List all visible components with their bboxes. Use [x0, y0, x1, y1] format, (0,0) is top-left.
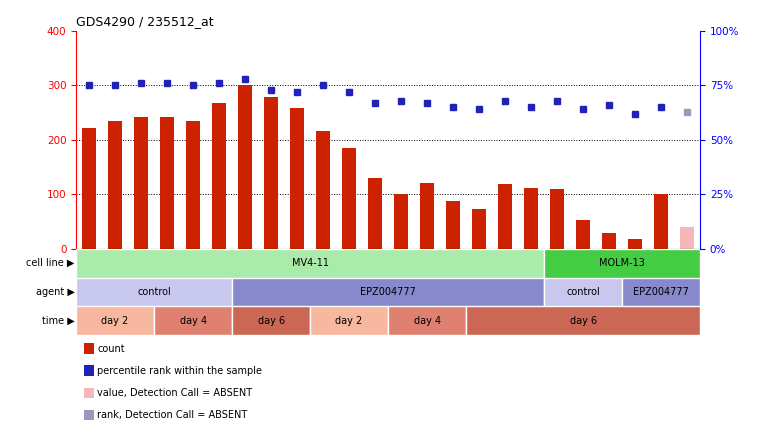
Text: cell line ▶: cell line ▶ — [26, 258, 75, 268]
Text: EPZ004777: EPZ004777 — [360, 287, 416, 297]
Text: GDS4290 / 235512_at: GDS4290 / 235512_at — [76, 16, 214, 28]
Bar — [544, 249, 700, 278]
Text: count: count — [97, 344, 125, 353]
Bar — [368, 178, 382, 249]
Bar — [524, 188, 538, 249]
Text: agent ▶: agent ▶ — [36, 287, 75, 297]
Bar — [342, 148, 356, 249]
Bar — [466, 306, 700, 335]
Bar — [622, 278, 700, 306]
Bar — [290, 108, 304, 249]
Text: day 2: day 2 — [336, 316, 363, 326]
Bar — [108, 121, 123, 249]
Bar — [680, 227, 694, 249]
Text: day 4: day 4 — [413, 316, 441, 326]
Bar — [76, 278, 232, 306]
Bar — [264, 97, 279, 249]
Bar — [388, 306, 466, 335]
Bar — [576, 220, 591, 249]
Bar — [186, 121, 200, 249]
Bar — [76, 306, 154, 335]
Bar — [160, 117, 174, 249]
Bar — [212, 103, 226, 249]
Text: day 6: day 6 — [569, 316, 597, 326]
Bar — [310, 306, 388, 335]
Bar — [446, 201, 460, 249]
Text: day 6: day 6 — [257, 316, 285, 326]
Text: time ▶: time ▶ — [42, 316, 75, 326]
Bar — [602, 234, 616, 249]
Text: value, Detection Call = ABSENT: value, Detection Call = ABSENT — [97, 388, 253, 398]
Bar — [82, 128, 96, 249]
Bar — [550, 189, 564, 249]
Bar — [654, 194, 668, 249]
Text: rank, Detection Call = ABSENT: rank, Detection Call = ABSENT — [97, 410, 247, 420]
Text: control: control — [566, 287, 600, 297]
Bar — [134, 117, 148, 249]
Bar — [472, 210, 486, 249]
Text: MOLM-13: MOLM-13 — [599, 258, 645, 268]
Bar — [316, 131, 330, 249]
Bar — [154, 306, 232, 335]
Text: control: control — [137, 287, 171, 297]
Bar — [628, 239, 642, 249]
Bar — [394, 194, 408, 249]
Bar — [498, 184, 512, 249]
Bar — [544, 278, 622, 306]
Bar — [232, 306, 310, 335]
Bar — [76, 249, 544, 278]
Bar — [420, 183, 435, 249]
Text: EPZ004777: EPZ004777 — [633, 287, 689, 297]
Text: percentile rank within the sample: percentile rank within the sample — [97, 366, 263, 376]
Text: day 4: day 4 — [180, 316, 207, 326]
Bar — [238, 86, 252, 249]
Text: MV4-11: MV4-11 — [291, 258, 329, 268]
Bar — [232, 278, 544, 306]
Text: day 2: day 2 — [101, 316, 129, 326]
